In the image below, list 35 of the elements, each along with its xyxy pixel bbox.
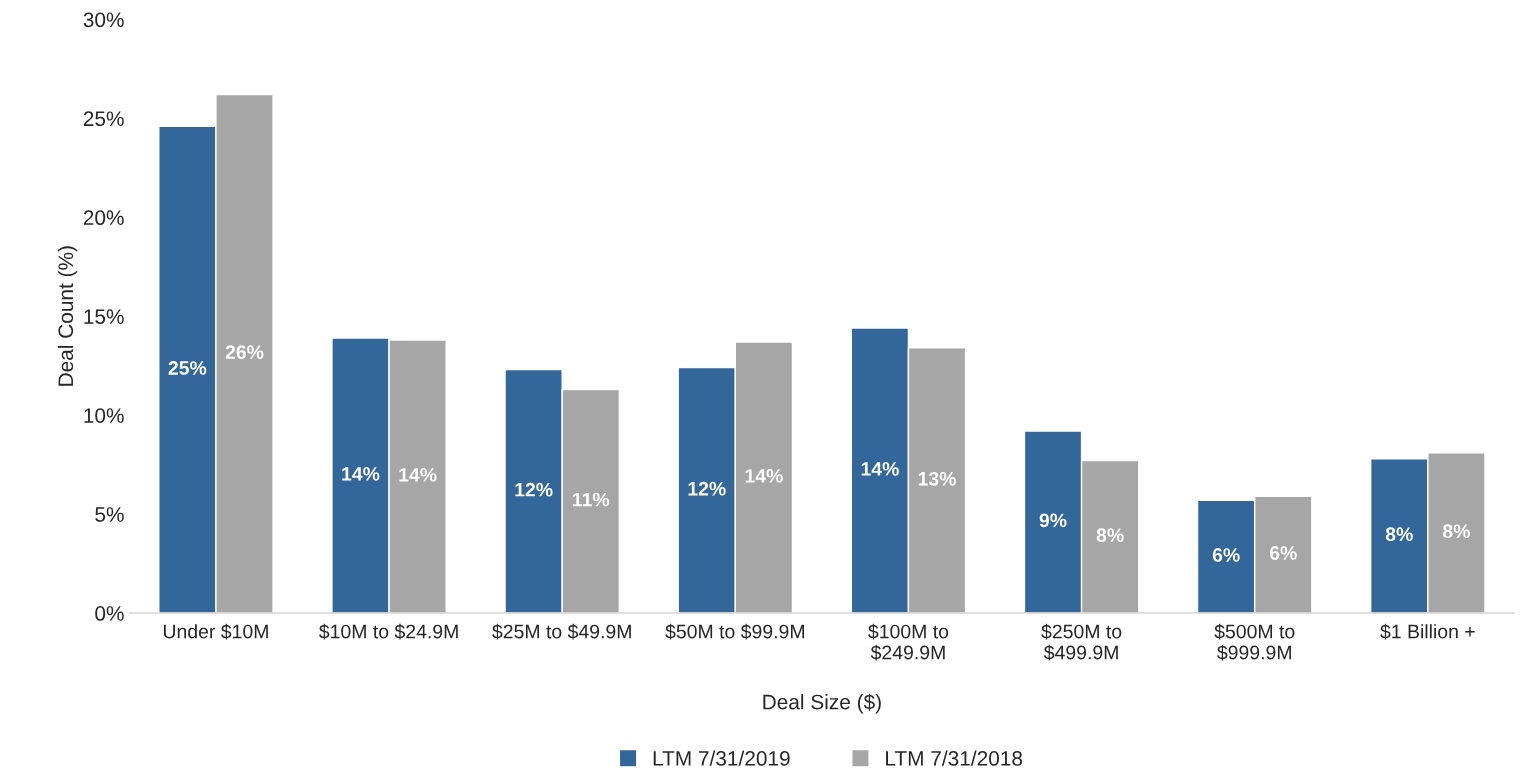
x-tick-label: $50M to $99.9M bbox=[665, 623, 804, 640]
x-tick-label: $500M to $999.9M bbox=[1214, 623, 1295, 661]
data-label: 8% bbox=[1442, 524, 1470, 539]
data-label: 12% bbox=[688, 481, 726, 496]
data-label: 26% bbox=[225, 345, 264, 360]
y-tick-label: 30% bbox=[83, 12, 124, 28]
x-tick-label: Under $10M bbox=[163, 623, 268, 640]
legend-label: LTM 7/31/2019 bbox=[653, 750, 790, 766]
x-axis-title: Deal Size ($) bbox=[763, 693, 881, 714]
data-label: 6% bbox=[1212, 548, 1240, 562]
y-tick-label: 15% bbox=[84, 309, 124, 324]
y-tick-label: 10% bbox=[84, 408, 124, 423]
x-tick-label: $1 Billion + bbox=[1380, 623, 1475, 640]
data-label: 14% bbox=[861, 462, 899, 476]
y-tick-label: 5% bbox=[95, 507, 124, 522]
data-label: 25% bbox=[168, 361, 207, 375]
x-tick-label: $10M to $24.9M bbox=[319, 623, 458, 640]
data-label: 13% bbox=[918, 471, 956, 486]
data-label: 8% bbox=[1385, 527, 1413, 542]
data-label: 14% bbox=[399, 468, 437, 482]
y-tick-label: 0% bbox=[95, 606, 124, 621]
y-axis-title: Deal Count (%) bbox=[57, 246, 78, 386]
data-label: 8% bbox=[1096, 528, 1124, 543]
legend-label: LTM 7/31/2018 bbox=[886, 750, 1023, 766]
data-label: 14% bbox=[342, 467, 380, 481]
data-label: 12% bbox=[515, 482, 553, 497]
data-label: 11% bbox=[573, 492, 610, 507]
x-tick-label: $100M to $249.9M bbox=[868, 623, 949, 661]
data-label: 9% bbox=[1039, 513, 1067, 528]
data-label: 14% bbox=[745, 468, 783, 483]
y-tick-label: 20% bbox=[83, 210, 124, 226]
x-tick-label: $25M to $49.9M bbox=[492, 623, 631, 640]
data-label: 6% bbox=[1269, 546, 1297, 560]
x-tick-label: $250M to $499.9M bbox=[1041, 623, 1122, 661]
y-tick-label: 25% bbox=[83, 111, 124, 127]
